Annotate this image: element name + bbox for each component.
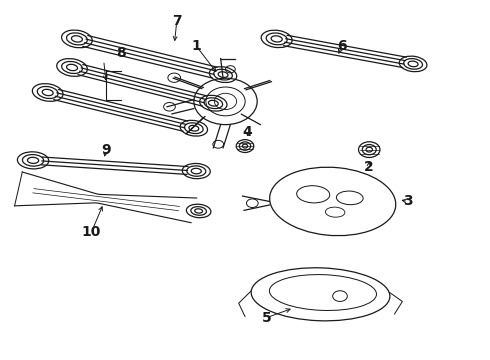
Text: 5: 5 [262,311,272,324]
Text: 4: 4 [243,125,252,139]
Text: 2: 2 [365,161,374,175]
Text: 10: 10 [82,225,101,239]
Text: 3: 3 [403,194,413,208]
Text: 1: 1 [192,39,201,53]
Text: 6: 6 [337,39,346,53]
Text: 9: 9 [101,143,111,157]
Text: 7: 7 [172,14,182,28]
Text: 8: 8 [116,46,125,60]
